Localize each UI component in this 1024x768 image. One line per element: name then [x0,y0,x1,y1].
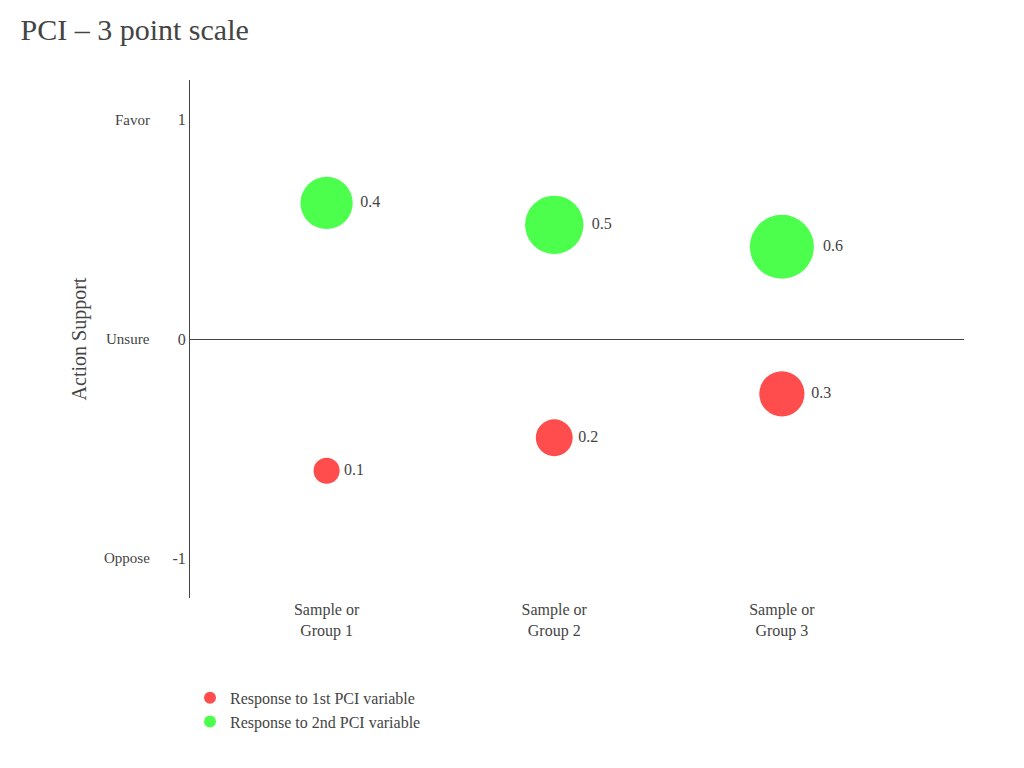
svg-text:Response to 2nd PCI variable: Response to 2nd PCI variable [230,714,420,732]
svg-text:0: 0 [178,331,186,348]
svg-text:PCI – 3 point scale: PCI – 3 point scale [20,13,248,46]
svg-text:0.6: 0.6 [823,237,843,254]
svg-text:Response to 1st PCI variable: Response to 1st PCI variable [230,690,415,708]
svg-text:Sample orGroup 3: Sample orGroup 3 [749,601,815,640]
svg-text:-1: -1 [172,550,185,567]
svg-text:0.5: 0.5 [592,215,612,232]
svg-text:Oppose: Oppose [104,550,150,566]
svg-text:1: 1 [178,111,186,128]
svg-text:Sample orGroup 2: Sample orGroup 2 [522,601,588,640]
svg-text:0.1: 0.1 [344,461,364,478]
svg-text:0.2: 0.2 [578,428,598,445]
svg-text:Sample orGroup 1: Sample orGroup 1 [294,601,360,640]
svg-text:0.4: 0.4 [360,193,380,210]
svg-text:Favor: Favor [115,112,150,128]
svg-text:Unsure: Unsure [106,331,150,347]
svg-text:0.3: 0.3 [811,384,831,401]
svg-text:Action Support: Action Support [68,277,91,400]
